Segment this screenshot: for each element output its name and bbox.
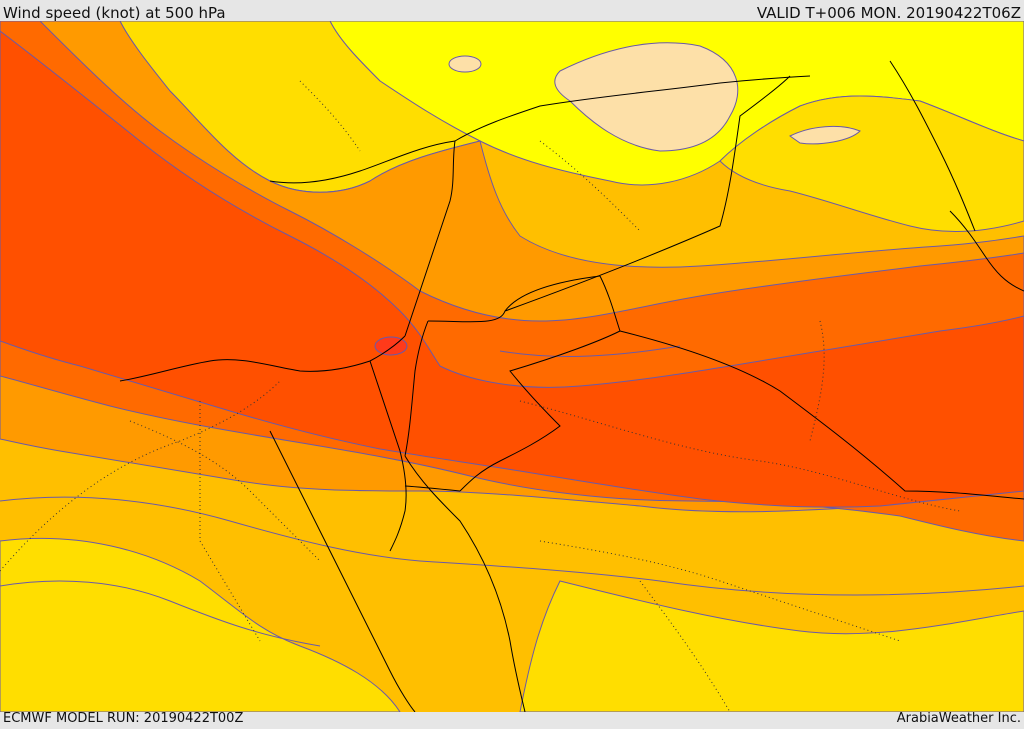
wind-band-light-moderate-northeast (719, 95, 1024, 232)
footer-bar: ECMWF MODEL RUN: 20190422T00Z ArabiaWeat… (0, 711, 1024, 729)
wind-band-light-moderate-south (519, 580, 1024, 712)
header-bar: Wind speed (knot) at 500 hPa VALID T+006… (0, 0, 1024, 22)
wind-band-light-moderate-southwest (0, 537, 401, 712)
admin-borders (0, 80, 961, 712)
wind-speed-map (0, 21, 1024, 712)
model-run: ECMWF MODEL RUN: 20190422T00Z (3, 711, 244, 726)
isotach-lines (0, 345, 1024, 647)
wind-core-spot (374, 336, 408, 356)
valid-time: VALID T+006 MON. 20190422T06Z (756, 4, 1021, 22)
wind-band-calmest-east-small (789, 126, 861, 145)
country-borders (119, 60, 1024, 712)
credit: ArabiaWeather Inc. (896, 711, 1021, 726)
wind-band-core (0, 30, 1024, 508)
map-title: Wind speed (knot) at 500 hPa (3, 4, 226, 22)
wind-band-calmest-spot (448, 55, 482, 73)
